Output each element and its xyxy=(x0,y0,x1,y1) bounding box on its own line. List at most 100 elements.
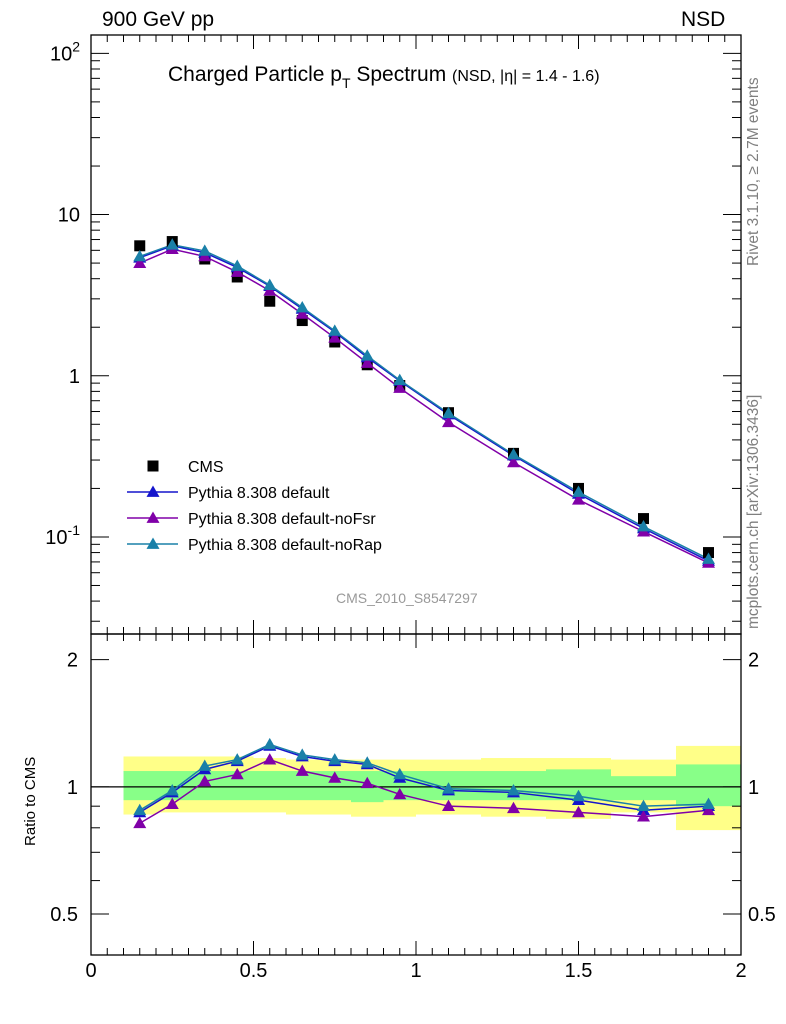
ratio-point-pythia-8-308-default-nofsr xyxy=(637,810,650,822)
ratio-uncertainty-bands xyxy=(91,745,741,831)
legend-marker-pythia-8-308-default xyxy=(146,485,160,497)
main-point-pythia-8-308-default-norap xyxy=(637,520,650,532)
ratio-point-pythia-8-308-default-norap xyxy=(165,784,179,796)
axis-ticks xyxy=(90,35,742,956)
ratio-point-pythia-8-308-default-norap xyxy=(133,803,147,816)
ratio-point-pythia-8-308-default-norap xyxy=(572,789,585,802)
ratio-y-tick-label-right: 1 xyxy=(748,777,759,799)
ratio-point-pythia-8-308-default-norap xyxy=(198,759,212,771)
main-point-pythia-8-308-default-norap xyxy=(442,406,455,419)
ratio-point-pythia-8-308-default-norap xyxy=(442,782,455,794)
ratio-y-tick-label-left: 2 xyxy=(67,650,78,672)
ratio-point-pythia-8-308-default-nofsr xyxy=(507,801,520,814)
main-line-pythia-8-308-default-norap xyxy=(139,243,709,560)
legend: CMS Pythia 8.308 default Pythia 8.308 defa… xyxy=(127,459,382,554)
main-point-pythia-8-308-default-norap xyxy=(165,238,179,250)
ratio-point-pythia-8-308-default-nofsr xyxy=(442,799,455,812)
main-point-cms xyxy=(264,295,276,307)
tick-labels: 10-1 1 10 102 0.5 0.5 1 1 2 2 0 0.5 1 1.5 2 xyxy=(45,38,776,982)
x-tick-label: 0 xyxy=(85,960,96,982)
main-y-tick-label: 102 xyxy=(50,38,80,65)
ratio-point-pythia-8-308-default-norap xyxy=(230,753,244,765)
ratio-y-tick-label-right: 0.5 xyxy=(748,904,776,926)
main-point-pythia-8-308-default-norap xyxy=(295,301,309,313)
main-point-pythia-8-308-default-nofsr xyxy=(360,356,374,368)
chart-title-main: Charged Particle p xyxy=(168,63,342,86)
main-point-cms xyxy=(296,315,308,327)
ratio-point-pythia-8-308-default-norap xyxy=(637,799,650,812)
inner-band-bin xyxy=(253,771,286,801)
analysis-watermark: CMS_2010_S8547297 xyxy=(336,590,478,606)
legend-label-pythia-8-308-default-nofsr: Pythia 8.308 default-noFsr xyxy=(188,511,376,528)
main-point-cms xyxy=(638,513,649,525)
ratio-point-pythia-8-308-default-norap xyxy=(393,767,407,780)
main-point-pythia-8-308-default-norap xyxy=(198,244,212,256)
main-point-pythia-8-308-default-nofsr xyxy=(572,493,585,505)
x-tick-label: 2 xyxy=(735,960,746,982)
main-point-pythia-8-308-default-nofsr xyxy=(133,256,147,268)
header-right: NSD xyxy=(681,8,726,31)
ratio-point-pythia-8-308-default-norap xyxy=(507,784,520,796)
ratio-point-pythia-8-308-default-nofsr xyxy=(295,764,309,776)
chart-title-sub: T xyxy=(341,75,351,91)
main-point-pythia-8-308-default-norap xyxy=(393,373,407,385)
main-point-pythia-8-308-default-norap xyxy=(133,249,147,262)
ratio-point-pythia-8-308-default-nofsr xyxy=(165,797,179,810)
ratio-point-pythia-8-308-default-nofsr xyxy=(230,767,244,780)
legend-label-pythia-8-308-default: Pythia 8.308 default xyxy=(188,485,330,502)
ratio-point-pythia-8-308-default-norap xyxy=(360,756,374,768)
ratio-point-pythia-8-308-default-nofsr xyxy=(198,774,212,787)
ratio-y-tick-label-left: 1 xyxy=(67,777,78,799)
main-point-cms xyxy=(231,271,243,283)
main-point-pythia-8-308-default-nofsr xyxy=(393,381,407,393)
ratio-y-tick-label-right: 2 xyxy=(748,650,759,672)
main-point-pythia-8-308-default-norap xyxy=(360,349,374,361)
series-markers xyxy=(133,236,715,829)
ratio-point-pythia-8-308-default-norap xyxy=(702,797,715,810)
legend-marker-cms xyxy=(147,460,159,472)
chart-subtitle: (NSD, |η| = 1.4 - 1.6) xyxy=(452,68,600,85)
series-lines xyxy=(139,243,709,824)
ratio-point-pythia-8-308-default-norap xyxy=(295,748,309,760)
main-point-pythia-8-308-default-norap xyxy=(328,324,342,336)
ratio-point-pythia-8-308-default-nofsr xyxy=(360,776,374,789)
main-y-tick-label: 1 xyxy=(69,366,80,388)
chart-title-tail: Spectrum xyxy=(350,63,447,86)
ratio-line-pythia-8-308-default xyxy=(139,745,709,814)
main-point-cms xyxy=(134,240,146,252)
ratio-y-axis-label: Ratio to CMS xyxy=(22,756,39,846)
legend-label-pythia-8-308-default-norap: Pythia 8.308 default-noRap xyxy=(188,537,382,554)
ratio-point-pythia-8-308-default-nofsr xyxy=(263,753,277,765)
legend-marker-pythia-8-308-default-nofsr xyxy=(146,511,160,523)
main-point-pythia-8-308-default-norap xyxy=(230,259,244,271)
main-point-pythia-8-308-default-nofsr xyxy=(295,307,309,319)
ratio-point-pythia-8-308-default-nofsr xyxy=(702,803,715,816)
main-point-pythia-8-308-default-nofsr xyxy=(230,265,244,277)
inner-band-bin xyxy=(123,771,156,801)
rivet-version-label: Rivet 3.1.10, ≥ 2.7M events xyxy=(745,77,762,266)
legend-marker-pythia-8-308-default-norap xyxy=(146,537,160,549)
main-point-pythia-8-308-default-norap xyxy=(572,485,585,497)
ratio-point-pythia-8-308-default-norap xyxy=(263,737,277,750)
main-point-pythia-8-308-default-nofsr xyxy=(442,415,455,428)
inner-band-bin xyxy=(611,776,676,801)
main-point-pythia-8-308-default-norap xyxy=(702,552,715,564)
x-tick-label: 1.5 xyxy=(565,960,593,982)
chart-title: Charged Particle pT Spectrum (NSD, |η| =… xyxy=(168,63,600,91)
ratio-line-pythia-8-308-default-nofsr xyxy=(139,758,709,824)
ratio-point-pythia-8-308-default-nofsr xyxy=(572,805,585,818)
main-point-pythia-8-308-default-norap xyxy=(263,278,277,290)
main-point-pythia-8-308-default-nofsr xyxy=(507,455,520,468)
x-tick-label: 0.5 xyxy=(240,960,268,982)
ratio-point-pythia-8-308-default-norap xyxy=(328,753,342,765)
legend-label-cms: CMS xyxy=(188,459,224,476)
main-y-tick-label: 10-1 xyxy=(45,522,80,549)
mcplots-source-label: mcplots.cern.ch [arXiv:1306.3436] xyxy=(745,394,762,629)
ratio-point-pythia-8-308-default-nofsr xyxy=(328,771,342,783)
ratio-line-pythia-8-308-default-norap xyxy=(139,743,709,811)
ratio-point-pythia-8-308-default-nofsr xyxy=(133,816,147,829)
x-tick-label: 1 xyxy=(410,960,421,982)
header-left: 900 GeV pp xyxy=(102,8,215,31)
main-y-tick-label: 10 xyxy=(58,205,80,227)
